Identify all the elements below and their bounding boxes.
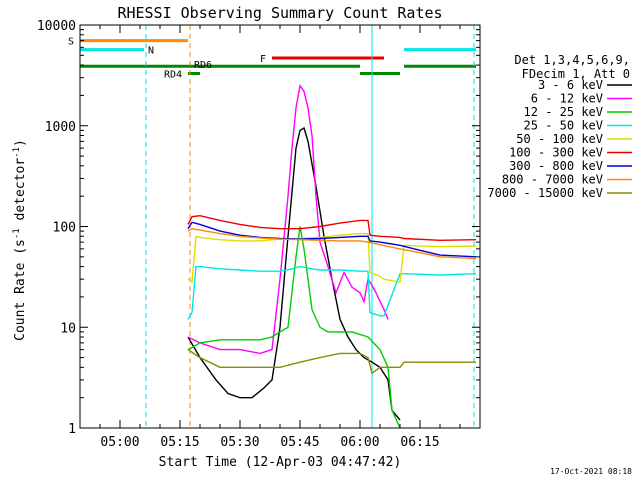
legend-label: 100 - 300 keV [509,146,603,160]
series-line [187,227,477,260]
x-tick-label: 05:30 [220,435,259,450]
legend-label: 12 - 25 keV [524,105,603,119]
legend-label: 7000 - 15000 keV [487,186,603,200]
y-tick-label: 1000 [45,120,76,135]
x-tick-label: 05:00 [100,435,139,450]
series-line [187,83,389,355]
legend-label: 3 - 6 keV [538,78,603,92]
y-tick-label: 100 [53,221,76,236]
state-bar-label: F [260,54,266,65]
legend-label: 6 - 12 keV [531,92,603,106]
y-axis-label-sup: -1 [12,228,22,239]
y-axis-label-sup-2: -1 [12,147,22,158]
y-axis-label: Count Rate (s-1 detector-1) [12,139,28,341]
chart-title: RHESSI Observing Summary Count Rates [117,4,442,22]
plot-area [187,83,477,429]
legend-label: 800 - 7000 keV [502,173,603,187]
series-line [187,226,401,429]
vertical-markers [145,25,475,428]
y-tick-label: 1 [68,422,76,437]
series-line [187,126,401,421]
state-bar-label: RD4 [164,70,182,81]
series-line [187,265,477,320]
y-axis: 1 10 100 1000 10000 [37,19,480,437]
legend-label: 50 - 100 keV [516,132,603,146]
state-bar-label: N [148,46,154,57]
state-bars: S N F RD6 RD4 [68,37,476,81]
legend-header-2: FDecim 1, Att 0 [522,67,630,81]
legend-header-1: Det 1,3,4,5,6,9, [514,53,630,67]
series-line [187,232,477,284]
state-bar-label: RD6 [194,60,212,71]
x-tick-label: 05:45 [280,435,319,450]
y-tick-label: 10 [60,321,76,336]
legend-label: 25 - 50 keV [524,119,603,133]
x-axis: 05:00 05:15 05:30 05:45 06:00 06:15 [79,25,481,450]
series-line [187,221,477,258]
series-line [187,214,477,242]
x-axis-label: Start Time (12-Apr-03 04:47:42) [159,455,402,470]
legend-label: 300 - 800 keV [509,159,603,173]
series-line [187,349,476,375]
legend: Det 1,3,4,5,6,9, FDecim 1, Att 0 3 - 6 k… [487,53,632,200]
x-tick-label: 05:15 [160,435,199,450]
state-bar-label: S [68,37,74,48]
y-axis-label-a: Count Rate (s [13,239,28,341]
y-axis-label-b: detector [13,158,28,229]
x-tick-label: 06:15 [400,435,439,450]
x-tick-label: 06:00 [340,435,379,450]
y-axis-label-c: ) [13,139,28,147]
y-tick-label: 10000 [37,19,76,34]
footer-timestamp: 17-Oct-2021 08:18 [550,467,632,476]
